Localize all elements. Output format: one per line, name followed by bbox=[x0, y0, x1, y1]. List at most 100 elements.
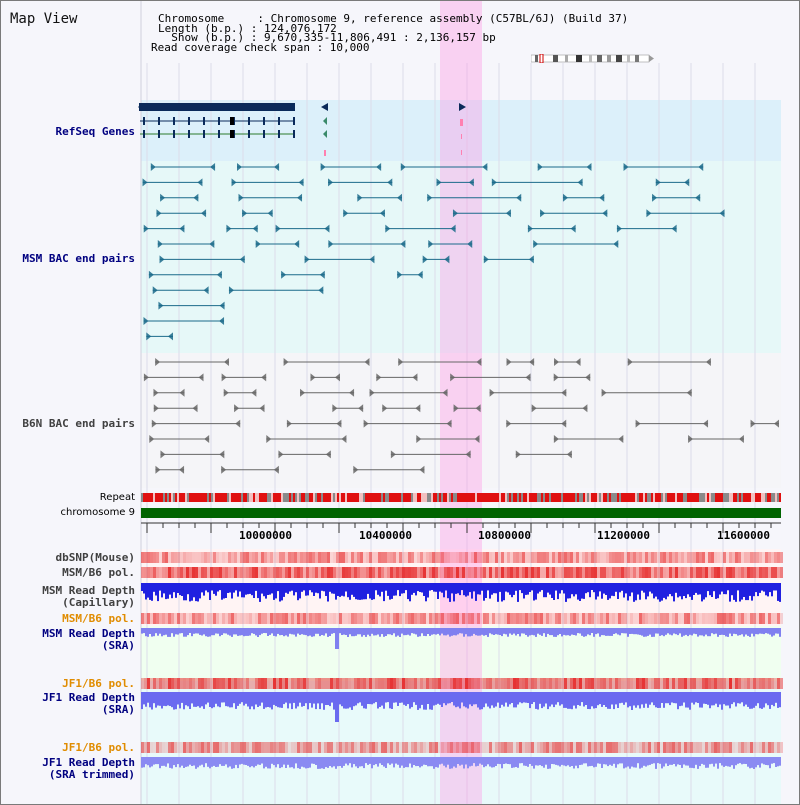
depth-bar bbox=[293, 757, 295, 769]
depth-bar bbox=[479, 757, 481, 764]
depth-bar bbox=[219, 757, 221, 765]
pol-cell bbox=[552, 742, 555, 753]
pol-cell bbox=[390, 742, 393, 753]
pol-cell bbox=[261, 567, 264, 578]
depth-bar bbox=[271, 583, 273, 594]
depth-bar bbox=[597, 757, 599, 764]
pol-cell bbox=[336, 742, 339, 753]
pol-cell bbox=[153, 678, 156, 689]
depth-bar bbox=[219, 628, 221, 637]
depth-bar bbox=[543, 628, 545, 634]
dbsnp-cell bbox=[675, 552, 678, 563]
track-label-msm-b6-pol-2[interactable]: MSM/B6 pol. bbox=[62, 612, 135, 625]
track-label-msm-bac[interactable]: MSM BAC end pairs bbox=[22, 252, 135, 265]
depth-bar bbox=[423, 692, 425, 710]
pol-cell bbox=[492, 742, 495, 753]
msm-bac-pair-end bbox=[379, 209, 385, 218]
depth-bar bbox=[489, 628, 491, 634]
repeat-segment bbox=[311, 493, 313, 502]
depth-bar bbox=[601, 583, 603, 599]
repeat-segment bbox=[621, 493, 623, 502]
track-label-b6n-bac[interactable]: B6N BAC end pairs bbox=[22, 417, 135, 430]
pol-cell bbox=[570, 567, 573, 578]
pol-cell bbox=[747, 613, 750, 624]
exon bbox=[248, 117, 250, 125]
depth-bar bbox=[517, 583, 519, 602]
depth-bar bbox=[445, 692, 447, 706]
depth-bar bbox=[227, 583, 229, 593]
repeat-segment bbox=[177, 493, 179, 502]
pol-cell bbox=[306, 678, 309, 689]
dbsnp-cell bbox=[453, 552, 456, 563]
pol-cell bbox=[156, 613, 159, 624]
depth-bar bbox=[733, 583, 735, 600]
repeat-segment bbox=[539, 493, 541, 502]
pol-cell bbox=[600, 613, 603, 624]
depth-bar bbox=[493, 757, 495, 768]
depth-bar bbox=[465, 757, 467, 765]
track-label-msm-depth-sra[interactable]: MSM Read Depth (SRA) bbox=[42, 627, 135, 652]
pol-cell bbox=[177, 613, 180, 624]
track-label-jf1-depth-trimmed[interactable]: JF1 Read Depth (SRA trimmed) bbox=[42, 756, 135, 781]
depth-bar bbox=[635, 757, 637, 768]
dbsnp-cell bbox=[402, 552, 405, 563]
depth-bar bbox=[697, 757, 699, 769]
depth-bar bbox=[521, 692, 523, 704]
depth-bar bbox=[403, 583, 405, 594]
dbsnp-cell bbox=[636, 552, 639, 563]
depth-bar bbox=[451, 583, 453, 594]
depth-bar bbox=[531, 628, 533, 635]
pol-cell bbox=[672, 742, 675, 753]
depth-bar bbox=[367, 757, 369, 765]
depth-bar bbox=[591, 583, 593, 590]
msm-bac-pair-end bbox=[158, 301, 164, 310]
repeat-segment bbox=[629, 493, 631, 502]
track-label-jf1-depth-sra[interactable]: JF1 Read Depth (SRA) bbox=[42, 691, 135, 716]
depth-bar bbox=[455, 583, 457, 594]
track-label-msm-b6-pol[interactable]: MSM/B6 pol. bbox=[62, 566, 135, 579]
repeat-segment bbox=[157, 493, 159, 502]
repeat-segment bbox=[425, 493, 427, 502]
depth-bar bbox=[511, 692, 513, 703]
depth-bar bbox=[745, 628, 747, 635]
depth-bar bbox=[291, 583, 293, 591]
repeat-segment bbox=[619, 493, 621, 502]
dbsnp-cell bbox=[348, 552, 351, 563]
depth-bar bbox=[303, 583, 305, 591]
depth-bar bbox=[755, 628, 757, 635]
pol-cell bbox=[276, 613, 279, 624]
chromosome-ideogram[interactable] bbox=[531, 54, 655, 63]
pol-cell bbox=[168, 567, 171, 578]
depth-bar bbox=[413, 692, 415, 703]
pol-cell bbox=[150, 742, 153, 753]
depth-bar bbox=[633, 583, 635, 602]
depth-bar bbox=[655, 583, 657, 597]
pol-cell bbox=[732, 567, 735, 578]
depth-bar bbox=[579, 692, 581, 706]
track-label-dbsnp[interactable]: dbSNP(Mouse) bbox=[55, 551, 135, 564]
depth-bar bbox=[715, 692, 717, 704]
track-label-jf1-b6-pol[interactable]: JF1/B6 pol. bbox=[62, 677, 135, 690]
pol-cell bbox=[144, 678, 147, 689]
repeat-segment bbox=[207, 493, 209, 502]
dbsnp-cell bbox=[528, 552, 531, 563]
dbsnp-cell bbox=[324, 552, 327, 563]
track-label-msm-depth-capillary[interactable]: MSM Read Depth (Capillary) bbox=[42, 584, 135, 609]
depth-bar bbox=[443, 583, 445, 598]
repeat-segment bbox=[757, 493, 759, 502]
depth-bar bbox=[253, 757, 255, 768]
pol-cell bbox=[747, 678, 750, 689]
dbsnp-cell bbox=[198, 552, 201, 563]
repeat-segment bbox=[483, 493, 485, 502]
repeat-segment bbox=[351, 493, 353, 502]
b6n-bac-pair-end bbox=[179, 465, 185, 474]
pol-cell bbox=[291, 678, 294, 689]
depth-bar bbox=[613, 692, 615, 710]
depth-bar bbox=[323, 628, 325, 636]
pol-cell bbox=[627, 567, 630, 578]
repeat-segment bbox=[613, 493, 615, 502]
depth-bar bbox=[451, 757, 453, 769]
depth-bar bbox=[585, 757, 587, 764]
track-label-refseq[interactable]: RefSeq Genes bbox=[55, 125, 135, 138]
track-label-jf1-b6-pol-2[interactable]: JF1/B6 pol. bbox=[62, 741, 135, 754]
